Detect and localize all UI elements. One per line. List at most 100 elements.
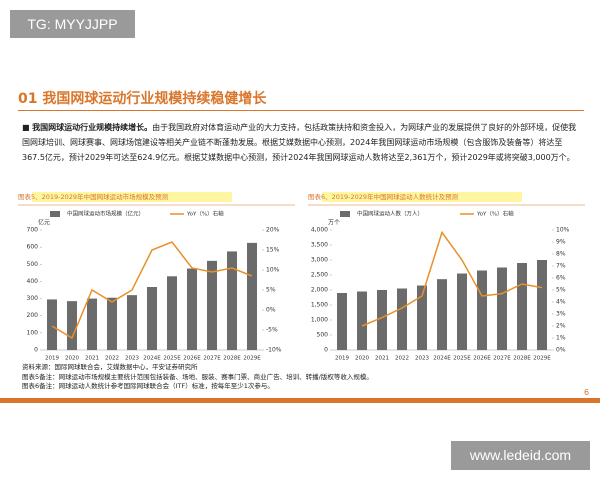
chart-title: 图表6、2019-2029年中国网球运动人数统计及预测	[308, 192, 459, 201]
y-tick-label: 4,000	[311, 227, 328, 234]
bar	[357, 291, 367, 350]
bar	[247, 242, 257, 350]
y-tick-label: 200	[27, 312, 39, 319]
section-heading: 01 我国网球运动行业规模持续稳健增长	[18, 91, 267, 107]
page-number: 6	[584, 388, 590, 397]
y-tick-label: 0	[324, 347, 328, 354]
x-tick-label: 2021	[375, 356, 389, 362]
x-tick-label: 2022	[395, 356, 409, 362]
y2-tick-label: 3%	[556, 311, 566, 318]
divider	[18, 110, 584, 111]
y2-tick-label: 9%	[556, 239, 566, 246]
x-tick-label: 2029E	[243, 356, 261, 362]
y2-tick-label: 8%	[556, 251, 566, 258]
y2-tick-label: 10%	[556, 227, 570, 234]
title-highlight	[322, 192, 522, 202]
x-tick-label: 2028E	[223, 356, 241, 362]
bar	[87, 298, 97, 350]
y2-tick-label: -10%	[266, 347, 282, 354]
x-tick-label: 2023	[125, 356, 139, 362]
bar	[207, 260, 217, 350]
y2-tick-label: 6%	[556, 275, 566, 282]
y-tick-label: 500	[317, 332, 329, 339]
x-tick-label: 2027E	[203, 356, 221, 362]
y-axis-label: 万个	[328, 220, 340, 227]
bar	[337, 293, 347, 350]
x-tick-label: 2021	[85, 356, 99, 362]
y-tick-label: 0	[34, 347, 38, 354]
legend-swatch	[50, 211, 60, 217]
note: 图表6备注：网球运动人数统计参考国际网球联合会（ITF）标准，按每年至少1次参与…	[22, 382, 274, 390]
legend-label: 中国网球运动人数（万人）	[357, 210, 423, 218]
y2-tick-label: 4%	[556, 299, 566, 306]
legend-swatch	[340, 211, 350, 217]
footer-bar	[0, 398, 600, 403]
bar	[437, 279, 447, 350]
y-tick-label: 500	[27, 261, 39, 268]
legend-label: 中国网球运动市场规模（亿元）	[67, 210, 144, 218]
legend-label: YoY（%）右轴	[186, 210, 224, 218]
bar	[477, 270, 487, 350]
y2-tick-label: 2%	[556, 323, 566, 330]
x-tick-label: 2020	[65, 356, 79, 362]
x-tick-label: 2027E	[493, 356, 511, 362]
legend-label: YoY（%）右轴	[476, 210, 514, 218]
bar	[187, 268, 197, 350]
x-tick-label: 2020	[355, 356, 369, 362]
chart-title: 图表5、2019-2029年中国网球运动市场规模及预测	[18, 192, 169, 201]
y2-tick-label: 1%	[556, 335, 566, 342]
x-tick-label: 2022	[105, 356, 119, 362]
bar	[397, 288, 407, 350]
watermark: TG: MYYJJPP	[10, 10, 135, 38]
bar	[147, 287, 157, 350]
x-tick-label: 2024E	[143, 356, 161, 362]
title-highlight	[32, 192, 232, 202]
paragraph-text: 由于我国政府对体育运动产业的大力支持，包括政策扶持和资金投入，为网球产业的发展提…	[22, 123, 577, 162]
y-tick-label: 3,000	[311, 257, 328, 264]
x-tick-label: 2019	[45, 356, 59, 362]
line	[51, 241, 253, 340]
bar	[537, 260, 547, 350]
x-tick-label: 2026E	[183, 356, 201, 362]
watermark: www.ledeid.com	[451, 441, 590, 470]
y2-tick-label: 7%	[556, 263, 566, 270]
notes: 资料来源：国际网球联合会，艾媒数据中心，平安证券研究所 图表5备注：网球运动市场…	[22, 363, 582, 392]
y-tick-label: 3,500	[311, 242, 328, 249]
x-tick-label: 2029E	[533, 356, 551, 362]
bar	[417, 285, 427, 350]
paragraph-lead: 我国网球运动行业规模持续增长。	[32, 123, 153, 132]
y2-tick-label: 15%	[266, 247, 280, 254]
bar	[127, 295, 137, 350]
y-tick-label: 1,500	[311, 302, 328, 309]
x-tick-label: 2028E	[513, 356, 531, 362]
bar	[377, 290, 387, 350]
y2-tick-label: 5%	[266, 287, 276, 294]
y2-tick-label: -5%	[266, 327, 278, 334]
bar	[47, 299, 57, 350]
y2-tick-label: 20%	[266, 227, 280, 234]
paragraph: ■ 我国网球运动行业规模持续增长。由于我国政府对体育运动产业的大力支持，包括政策…	[22, 123, 577, 162]
bar	[497, 267, 507, 350]
x-tick-label: 2025E	[453, 356, 471, 362]
x-tick-label: 2025E	[163, 356, 181, 362]
line	[361, 230, 543, 327]
x-tick-label: 2024E	[433, 356, 451, 362]
bar	[167, 276, 177, 350]
y-tick-label: 100	[27, 329, 39, 336]
y2-tick-label: 10%	[266, 267, 280, 274]
y-tick-label: 600	[27, 244, 39, 251]
y-tick-label: 2,000	[311, 287, 328, 294]
y-axis-label: 亿元	[38, 219, 50, 227]
y-tick-label: 700	[27, 227, 39, 234]
x-tick-label: 2019	[335, 356, 349, 362]
note: 图表5备注：网球运动市场规模主要统计范围包括装备、场地、服装、赛事门票、商业广告…	[22, 372, 373, 381]
x-tick-label: 2026E	[473, 356, 491, 362]
note: 资料来源：国际网球联合会，艾媒数据中心，平安证券研究所	[22, 363, 198, 371]
y-tick-label: 1,000	[311, 317, 328, 324]
y2-tick-label: 0%	[556, 347, 566, 354]
y-tick-label: 300	[27, 295, 39, 302]
y2-tick-label: 0%	[266, 307, 276, 314]
bar	[227, 251, 237, 350]
